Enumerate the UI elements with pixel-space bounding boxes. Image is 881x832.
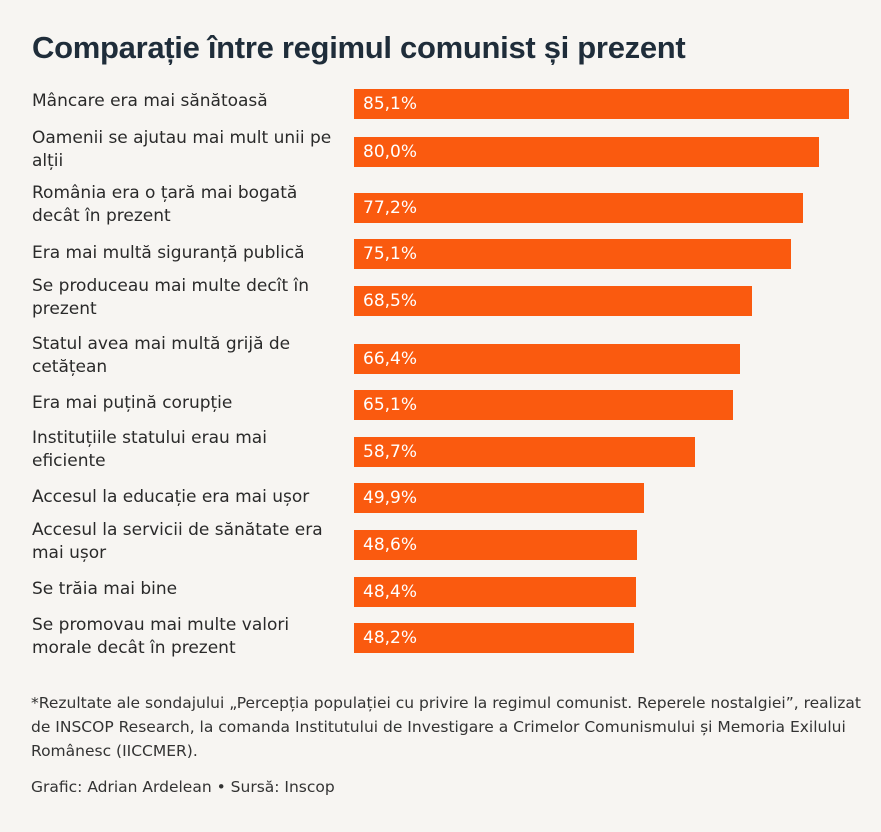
data-label: 48,4% [363,582,418,602]
category-label: Era mai puțină corupție [32,393,233,413]
bar: 48,6% [354,530,637,560]
data-label: 49,9% [363,488,418,508]
bar: 85,1% [354,89,849,119]
data-label: 66,4% [363,349,418,369]
data-label: 80,0% [363,142,418,162]
category-label: Se trăia mai bine [32,579,178,599]
category-label: România era o țară mai bogată decât în p… [32,183,298,226]
bar: 80,0% [354,137,819,167]
chart-title: Comparație între regimul comunist și pre… [32,30,686,65]
data-label: 48,6% [363,535,418,555]
footnote: *Rezultate ale sondajului „Percepția pop… [31,694,861,760]
bar: 66,4% [354,344,740,374]
data-label: 65,1% [363,395,418,415]
data-label: 48,2% [363,628,418,648]
bar: 49,9% [354,483,644,513]
category-label: Accesul la servicii de sănătate era mai … [32,520,323,563]
credits: Grafic: Adrian Ardelean • Sursă: Inscop [31,778,335,796]
data-label: 68,5% [363,291,418,311]
bar: 48,4% [354,577,636,607]
bar: 48,2% [354,623,634,653]
data-label: 58,7% [363,442,418,462]
category-label: Se produceau mai multe decît în prezent [32,276,310,319]
bar: 58,7% [354,437,695,467]
category-label: Instituțiile statului erau mai eficiente [32,428,267,471]
data-label: 77,2% [363,198,418,218]
data-label: 75,1% [363,244,418,264]
bar: 68,5% [354,286,752,316]
data-label: 85,1% [363,94,418,114]
category-label: Accesul la educație era mai ușor [32,487,310,507]
category-label: Se promovau mai multe valori morale decâ… [32,615,290,658]
category-label: Statul avea mai multă grijă de cetățean [32,334,291,377]
bar: 65,1% [354,390,733,420]
category-label: Era mai multă siguranță publică [32,243,305,263]
bar: 77,2% [354,193,803,223]
bar: 75,1% [354,239,791,269]
category-label: Mâncare era mai sănătoasă [32,91,268,111]
category-label: Oamenii se ajutau mai mult unii pe alții [32,128,332,171]
